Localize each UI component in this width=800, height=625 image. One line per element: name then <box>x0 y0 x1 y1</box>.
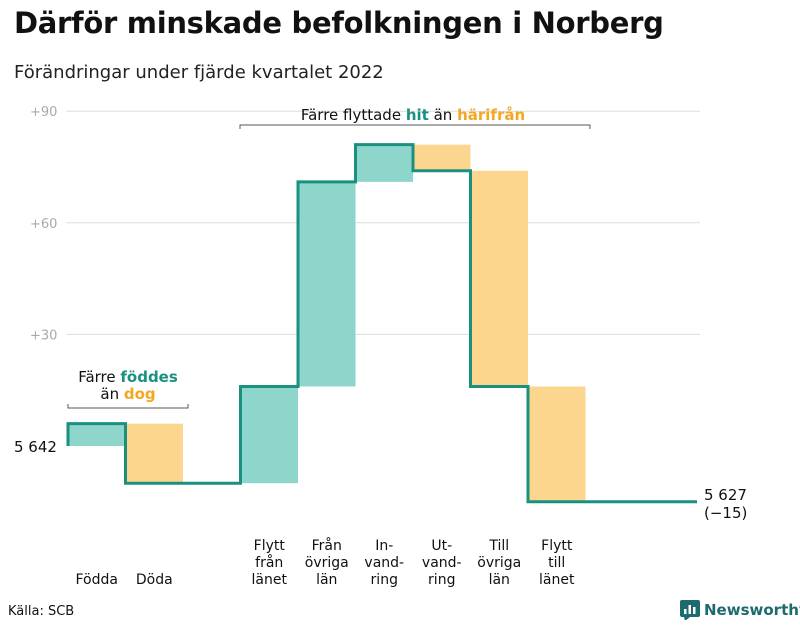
annotation-bracket <box>67 404 189 409</box>
category-label: ring <box>428 572 455 588</box>
waterfall-bar <box>414 144 471 171</box>
annotation-births-line2: än dog <box>100 385 155 403</box>
waterfall-bar <box>471 170 528 387</box>
waterfall-bar <box>299 181 356 387</box>
category-label: län <box>489 572 510 588</box>
annotation-text: Färre <box>78 368 120 386</box>
end-value-label: 5 627 <box>704 486 747 504</box>
net-change-label: (−15) <box>704 504 747 522</box>
brand-logo: Newsworthy <box>680 600 800 620</box>
category-label: Till <box>488 538 509 554</box>
brand-name: Newsworthy <box>704 601 800 619</box>
category-label: Döda <box>136 572 173 588</box>
category-label: övriga <box>477 555 521 571</box>
y-tick-label: +30 <box>30 328 57 343</box>
annotation-text: än <box>100 385 123 403</box>
category-label: In- <box>375 538 393 554</box>
waterfall-bar <box>126 423 183 484</box>
newsworthy-icon <box>680 600 700 620</box>
category-label: län <box>316 572 337 588</box>
category-label: Flytt <box>541 538 573 554</box>
category-label: vand- <box>422 555 462 571</box>
chart-title: Därför minskade befolkningen i Norberg <box>14 6 664 40</box>
source-label: Källa: SCB <box>8 604 75 619</box>
population-step-line <box>66 143 697 504</box>
category-label: länet <box>252 572 288 588</box>
waterfall-bar <box>529 386 586 502</box>
category-label: Från <box>312 537 342 554</box>
category-label: till <box>548 555 565 571</box>
category-label: Flytt <box>254 538 286 554</box>
annotation-highlight: härifrån <box>457 106 525 124</box>
annotation-highlight: hit <box>406 106 429 124</box>
annotation-migration: Färre flyttade hit än härifrån <box>301 106 525 124</box>
category-label: övriga <box>305 555 349 571</box>
category-label: ring <box>371 572 398 588</box>
annotation-highlight: föddes <box>120 368 177 386</box>
chart-subtitle: Förändringar under fjärde kvartalet 2022 <box>14 62 384 83</box>
start-value-label: 5 642 <box>14 438 57 456</box>
annotation-highlight: dog <box>124 385 156 403</box>
category-label: Ut- <box>431 538 452 554</box>
y-tick-label: +60 <box>30 217 57 232</box>
annotation-text: Färre flyttade <box>301 106 406 124</box>
waterfall-bar <box>241 386 298 484</box>
annotation-bracket <box>239 124 591 129</box>
category-label: från <box>255 554 283 571</box>
category-label: Födda <box>76 572 118 588</box>
y-tick-label: +90 <box>30 105 57 120</box>
annotation-births-line1: Färre föddes <box>78 368 178 386</box>
waterfall-bar <box>356 144 413 182</box>
category-label: vand- <box>364 555 404 571</box>
annotation-text: än <box>429 106 457 124</box>
waterfall-bar <box>69 423 126 446</box>
category-label: länet <box>539 572 575 588</box>
